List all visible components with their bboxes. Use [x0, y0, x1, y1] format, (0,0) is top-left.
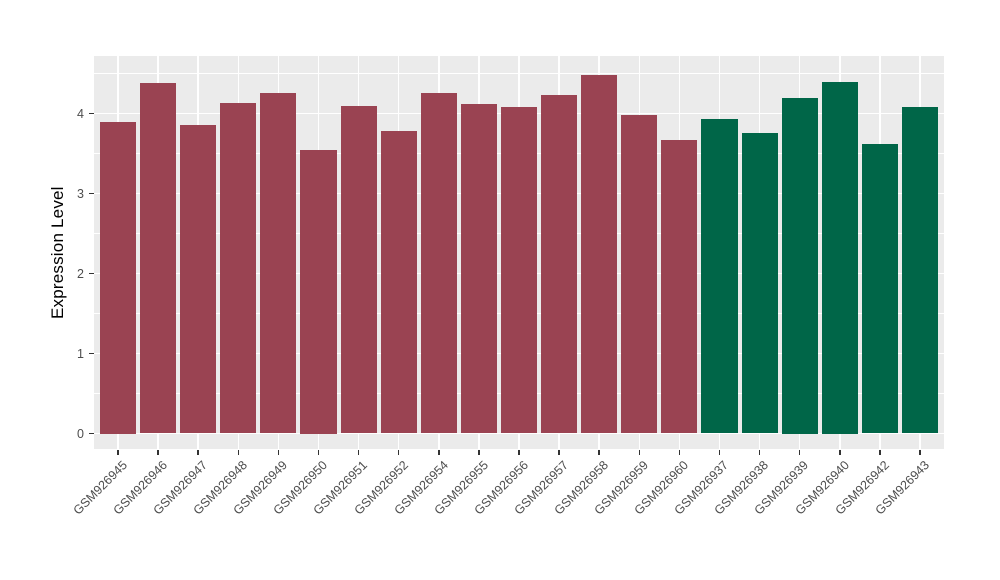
bar: [300, 149, 337, 434]
y-tick-label: 3: [77, 186, 84, 201]
bar: [661, 139, 698, 434]
x-tick-mark: [157, 450, 159, 455]
x-tick-mark: [718, 450, 721, 455]
bar: [140, 83, 177, 434]
x-tick-mark: [357, 450, 360, 455]
bar: [621, 115, 658, 434]
x-tick-mark: [879, 450, 881, 455]
x-tick-mark: [478, 450, 480, 455]
x-tick-mark: [839, 450, 841, 455]
x-tick-mark: [919, 450, 921, 455]
bar: [781, 97, 818, 434]
x-tick-mark: [678, 450, 681, 455]
x-tick-mark: [638, 450, 641, 455]
y-tick-label: 1: [77, 346, 84, 361]
x-tick-mark: [798, 450, 801, 455]
x-tick-mark: [758, 450, 761, 455]
bar: [340, 106, 377, 434]
x-tick-mark: [277, 450, 280, 455]
y-tick-mark: [89, 112, 94, 115]
bar: [821, 81, 858, 434]
y-tick-label: 0: [77, 426, 84, 441]
x-tick-mark: [197, 450, 199, 455]
bar: [460, 103, 497, 434]
y-tick-label: 2: [77, 266, 84, 281]
bar: [260, 92, 297, 434]
bar: [861, 143, 898, 434]
x-tick-mark: [438, 450, 440, 455]
x-tick-mark: [317, 450, 320, 455]
x-tick-mark: [518, 450, 520, 455]
y-tick-mark: [89, 432, 94, 435]
bar: [220, 103, 257, 434]
plot-panel: [94, 56, 944, 449]
y-tick-mark: [89, 272, 94, 275]
bar: [541, 95, 578, 434]
y-tick-mark: [89, 192, 94, 195]
bar: [380, 131, 417, 434]
bar: [741, 132, 778, 434]
bar: [180, 124, 217, 434]
x-tick-mark: [558, 450, 560, 455]
x-tick-mark: [598, 450, 600, 455]
bar: [701, 119, 738, 434]
y-tick-label: 4: [77, 106, 84, 121]
x-tick-mark: [117, 450, 119, 455]
bar: [901, 107, 938, 434]
y-tick-mark: [89, 352, 94, 355]
bar: [500, 107, 538, 434]
bar: [581, 75, 618, 434]
bar: [100, 121, 137, 434]
x-tick-mark: [237, 450, 240, 455]
x-tick-mark: [397, 450, 400, 455]
bar: [420, 92, 457, 434]
